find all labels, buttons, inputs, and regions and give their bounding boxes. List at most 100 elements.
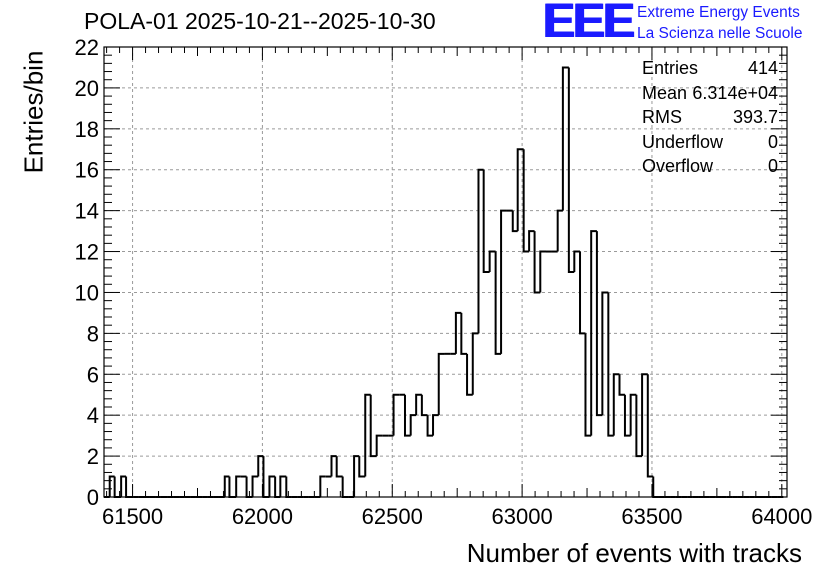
stats-label: RMS	[642, 107, 682, 127]
histogram-bin	[516, 148, 524, 232]
histogram-bin	[607, 292, 614, 437]
histogram-bin	[595, 231, 603, 417]
stats-box: Entries 414 Mean 6.314e+04 RMS 393.7 Und…	[642, 58, 780, 181]
histogram-bin	[251, 475, 259, 497]
histogram-bin	[268, 475, 276, 497]
histogram-bin	[108, 475, 115, 497]
histogram-bin	[364, 393, 371, 477]
x-tick-label: 62000	[232, 504, 293, 529]
stats-row-entries: Entries 414	[642, 58, 780, 83]
histogram-bin	[330, 455, 337, 477]
histogram-bin	[522, 149, 530, 253]
histogram-bin	[500, 209, 507, 354]
stats-row-mean: Mean 6.314e+04	[642, 83, 780, 108]
chart-title: POLA-01 2025-10-21--2025-10-30	[84, 8, 436, 34]
histogram-bin	[612, 373, 620, 436]
x-tick-label: 64000	[751, 504, 812, 529]
histogram-bin	[257, 455, 264, 477]
y-axis-label: Entries/bin	[18, 50, 49, 174]
histogram-bin	[471, 332, 479, 395]
histogram-bin	[573, 250, 581, 272]
histogram-bin	[420, 394, 428, 417]
histogram-bin	[375, 434, 383, 457]
y-tick-label: 18	[75, 117, 99, 142]
histogram-bin	[235, 475, 241, 497]
eee-logo: EEE	[543, 0, 635, 48]
y-tick-label: 22	[75, 35, 99, 60]
histogram-bin	[466, 353, 473, 396]
stats-value: 393.7	[732, 107, 778, 127]
histogram-bin	[223, 475, 230, 497]
y-tick-label: 14	[75, 199, 99, 224]
y-tick-label: 6	[87, 362, 99, 387]
histogram-bin	[561, 66, 569, 211]
histogram-bin	[335, 456, 343, 478]
stats-row-underflow: Underflow 0	[642, 132, 780, 157]
y-tick-label: 0	[87, 485, 99, 510]
y-tick-label: 10	[75, 280, 99, 305]
histogram-bin	[494, 251, 502, 355]
histogram-bin	[533, 231, 541, 294]
histogram-bin	[556, 209, 563, 252]
y-tick-label: 8	[87, 321, 99, 346]
histogram-bin	[279, 475, 287, 497]
histogram-bin	[477, 168, 484, 334]
histogram-bin	[341, 476, 349, 498]
histogram-bin	[437, 352, 445, 416]
histogram-bin	[120, 475, 127, 497]
y-tick-label: 12	[75, 240, 99, 265]
stats-label: Underflow	[642, 131, 724, 152]
stats-label: Overflow	[642, 156, 714, 176]
histogram-bin	[482, 169, 490, 273]
plot-frame	[103, 46, 788, 498]
histogram-bin	[635, 394, 643, 458]
y-tick-label: 20	[75, 76, 99, 101]
histogram-bin	[623, 394, 631, 437]
histogram-bin	[601, 291, 609, 416]
histogram-bin	[228, 476, 237, 498]
histogram-bin	[539, 250, 547, 293]
histogram-bin	[409, 414, 417, 436]
histogram-bin	[629, 393, 637, 436]
histogram-bin	[415, 393, 422, 416]
histogram-bin	[432, 414, 439, 436]
stats-label: Mean	[642, 82, 688, 103]
histogram-bin	[641, 373, 648, 457]
histogram-bin	[358, 456, 366, 478]
histogram-bin	[460, 312, 468, 355]
y-tick-label: 4	[87, 403, 99, 428]
histogram-bin	[319, 475, 326, 497]
x-axis-label: Number of events with tracks	[466, 538, 802, 568]
stats-value: 0	[767, 156, 778, 176]
y-tick-label: 2	[87, 444, 99, 469]
histogram-bin	[488, 250, 496, 272]
stats-row-overflow: Overflow 0	[642, 156, 780, 181]
histogram-bin	[590, 230, 597, 436]
histogram-bin	[584, 333, 592, 437]
histogram-bin	[353, 455, 360, 497]
histogram-bin	[646, 374, 654, 478]
x-tick-label: 63000	[492, 504, 553, 529]
histogram-bin	[403, 394, 411, 437]
x-tick-label: 62500	[362, 504, 423, 529]
histogram-bin	[567, 67, 575, 273]
stats-label: Entries	[642, 58, 699, 78]
histogram-bin	[426, 415, 434, 437]
histogram-bin	[579, 251, 586, 335]
x-tick-label: 61500	[102, 504, 163, 529]
logo-line-2: La Scienza nelle Scuole	[637, 25, 803, 42]
histogram-bin	[528, 230, 535, 252]
histogram-bin	[285, 476, 292, 498]
logo-line-1: Extreme Energy Events	[637, 4, 800, 21]
histogram-bin	[618, 374, 625, 396]
stats-value: 0	[767, 131, 778, 152]
histogram-bin	[454, 311, 462, 354]
stats-row-rms: RMS 393.7	[642, 107, 780, 132]
x-tick-label: 63500	[621, 504, 682, 529]
histogram-bin	[511, 210, 518, 233]
y-tick-label: 16	[75, 158, 99, 183]
histogram-bin	[652, 476, 659, 498]
histogram-bin	[369, 394, 377, 458]
histogram-bin	[392, 393, 400, 436]
